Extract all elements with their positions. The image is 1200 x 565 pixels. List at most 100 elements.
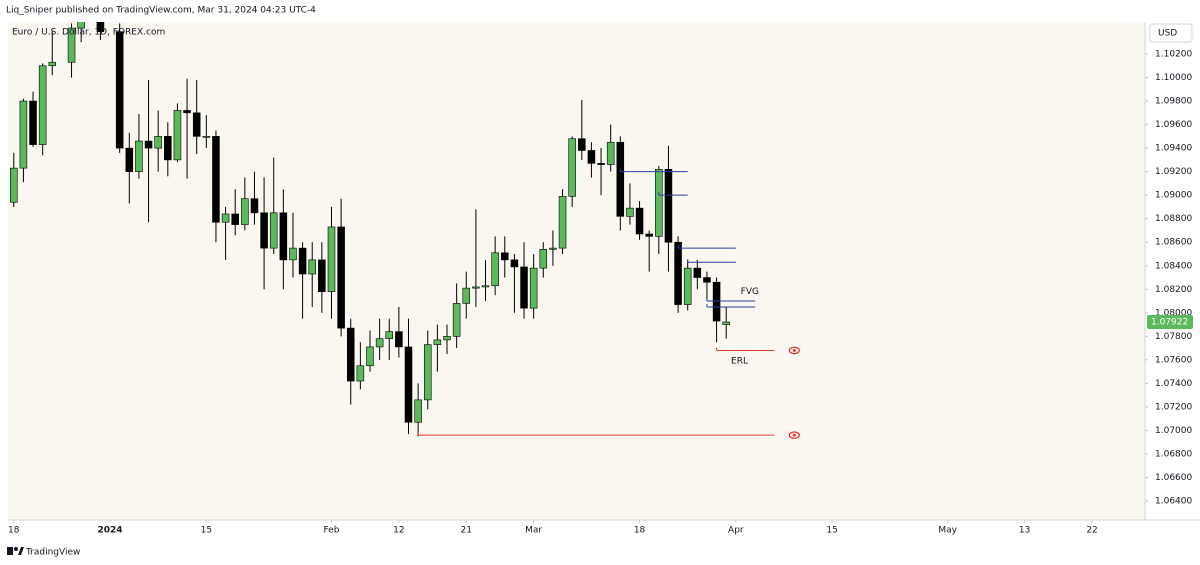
candle-body <box>712 281 721 322</box>
y-tick-label: 1.08800 <box>1155 214 1192 224</box>
candle-body <box>549 247 557 250</box>
y-tick-label: 1.10000 <box>1155 73 1192 83</box>
candle-body <box>269 212 278 249</box>
candle-body <box>462 287 471 304</box>
y-tick-label: 1.07400 <box>1155 379 1192 389</box>
brand-logo <box>7 547 24 555</box>
candle-body <box>125 147 134 172</box>
candle-body <box>67 27 76 63</box>
symbol-title: Euro / U.S. Dollar, 1D, FOREX.com <box>12 28 165 38</box>
candle-body <box>346 327 355 382</box>
y-tick-label: 1.07800 <box>1155 332 1192 342</box>
alert-eye <box>788 431 800 440</box>
candle-body <box>327 226 336 292</box>
currency: USD <box>1158 29 1177 39</box>
candle-body <box>674 241 682 305</box>
candle-body <box>558 196 567 249</box>
candle-body <box>703 277 711 283</box>
y-tick-label: 1.10200 <box>1155 50 1192 60</box>
candle-body <box>568 138 576 197</box>
candle-body <box>96 22 105 32</box>
x-tick-label: 22 <box>1086 526 1097 536</box>
y-tick-label: 1.06400 <box>1155 497 1192 507</box>
candle-body <box>135 140 143 172</box>
candle-body <box>250 198 259 214</box>
candle-body <box>366 346 374 367</box>
y-tick-label: 1.08200 <box>1155 285 1192 295</box>
candle-body <box>10 167 18 203</box>
x-tick-label: 2024 <box>98 526 123 536</box>
y-tick-label: 1.09200 <box>1155 167 1192 177</box>
y-tick-label: 1.07200 <box>1155 402 1192 412</box>
candle-body <box>115 31 124 149</box>
brand: TradingView <box>25 548 80 558</box>
candle-body <box>597 163 605 165</box>
candle-body <box>481 285 490 288</box>
candle-body <box>395 331 403 348</box>
x-tick-label: 21 <box>461 526 472 536</box>
x-tick-label: 18 <box>8 526 20 536</box>
y-tick-label: 1.09800 <box>1155 97 1192 107</box>
candle-body <box>154 136 162 149</box>
candle-body <box>693 267 702 278</box>
candle-body <box>664 168 673 243</box>
candle-body <box>578 138 586 151</box>
time-axis <box>8 520 1200 542</box>
annotation: FVG <box>741 287 759 297</box>
candle-body <box>48 61 57 67</box>
y-tick-label: 1.08400 <box>1155 261 1192 271</box>
candle-body <box>655 168 663 237</box>
plot: FVG ERL <box>10 22 800 440</box>
x-tick-label: 15 <box>826 526 837 536</box>
candle-body <box>404 346 413 423</box>
alert-eye <box>788 346 800 355</box>
alert-eye-pupil <box>792 348 796 352</box>
candle-body <box>183 110 191 114</box>
x-tick-label: Mar <box>525 526 542 536</box>
last-price-box <box>1147 315 1193 329</box>
x-tick-label: 13 <box>1019 526 1030 536</box>
candle-body <box>289 247 297 261</box>
candle-body <box>308 259 316 275</box>
currency-box <box>1149 23 1193 43</box>
y-tick-label: 1.07000 <box>1155 426 1192 436</box>
candle-body <box>375 338 384 348</box>
candle-body <box>212 136 220 223</box>
x-tick-label: Feb <box>324 526 340 536</box>
y-tick-label: 1.09000 <box>1155 191 1192 201</box>
publisher: Liq_Sniper published on TradingView.com,… <box>6 6 316 16</box>
x-tick-label: 12 <box>393 526 404 536</box>
candle-body <box>414 399 422 423</box>
candle-body <box>29 100 37 145</box>
candle-body <box>337 226 345 329</box>
y-tick-label: 1.06800 <box>1155 450 1192 460</box>
candle-body <box>616 141 625 217</box>
y-tick-label: 1.08000 <box>1155 308 1192 318</box>
candle-body <box>356 365 365 382</box>
annotation: ERL <box>731 357 748 367</box>
candle-body <box>77 22 85 29</box>
candle-body <box>587 150 596 164</box>
candle-body <box>423 344 432 401</box>
candle-body <box>192 112 201 137</box>
y-tick-label: 1.09400 <box>1155 144 1192 154</box>
candle-body <box>635 207 644 235</box>
candle-body <box>443 336 451 341</box>
candle-body <box>520 266 528 309</box>
candle-body <box>164 136 172 161</box>
candle-body <box>472 286 480 289</box>
candle-body <box>298 247 307 275</box>
candle-body <box>241 198 249 225</box>
price-axis <box>1145 22 1200 520</box>
candle-body <box>501 252 509 261</box>
y-tick-label: 1.07600 <box>1155 355 1192 365</box>
candle-body <box>433 339 442 345</box>
x-tick-label: May <box>938 526 957 536</box>
x-tick-label: Apr <box>728 526 744 536</box>
candle-body <box>529 267 538 309</box>
x-tick-label: 15 <box>201 526 212 536</box>
candle-body <box>645 233 653 237</box>
candle-body <box>491 252 499 287</box>
candle-body <box>279 212 288 261</box>
